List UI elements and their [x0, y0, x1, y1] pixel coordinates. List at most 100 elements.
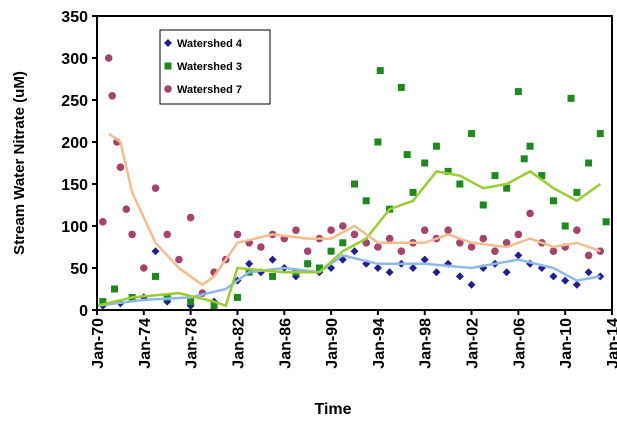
point — [385, 234, 394, 243]
point — [140, 264, 148, 272]
point — [573, 226, 581, 234]
point — [421, 159, 429, 167]
point — [304, 260, 312, 268]
point — [245, 259, 254, 268]
point — [467, 243, 476, 251]
point — [456, 180, 464, 188]
point — [373, 264, 382, 272]
point — [420, 255, 429, 264]
legend-box — [159, 29, 271, 105]
point — [338, 222, 347, 230]
point — [339, 239, 347, 247]
point — [292, 226, 300, 234]
point — [444, 167, 452, 175]
legend-label: Watershed 3 — [177, 61, 242, 73]
point — [479, 201, 487, 209]
point — [128, 230, 136, 239]
point — [327, 226, 335, 234]
point — [526, 209, 534, 218]
point — [455, 272, 464, 281]
x-tick-label: Jan-94 — [371, 318, 388, 369]
y-tick-label: 200 — [61, 135, 88, 152]
point — [376, 67, 384, 75]
legend-marker — [164, 85, 172, 93]
point — [175, 255, 183, 264]
point — [491, 247, 499, 255]
y-axis-label: Stream Water Nitrate (uM) — [11, 71, 28, 255]
point — [151, 247, 160, 256]
trend-line — [96, 254, 601, 308]
point — [420, 226, 429, 234]
point — [432, 142, 440, 150]
point — [99, 218, 107, 226]
x-tick-label: Jan-82 — [230, 318, 247, 369]
point — [385, 268, 394, 277]
point — [374, 243, 382, 251]
point — [444, 226, 452, 234]
point — [362, 197, 370, 205]
trend-line — [96, 169, 602, 308]
legend-marker — [164, 39, 172, 47]
point — [432, 268, 441, 277]
point — [257, 243, 265, 251]
point — [163, 293, 171, 301]
y-tick-label: 50 — [70, 261, 88, 278]
legend-marker — [164, 62, 172, 70]
point — [573, 188, 581, 196]
plot-frame — [96, 15, 613, 311]
y-tick-label: 100 — [61, 219, 88, 236]
legend-label: Watershed 4 — [177, 38, 243, 50]
point — [561, 222, 569, 230]
point — [327, 247, 335, 255]
point — [111, 285, 119, 293]
legend-label: Watershed 7 — [177, 84, 242, 96]
point — [397, 247, 406, 255]
point — [233, 293, 241, 301]
y-tick-label: 350 — [61, 9, 88, 26]
x-tick-label: Jan-98 — [418, 318, 435, 369]
x-tick-label: Jan-74 — [137, 318, 154, 369]
x-tick-label: Jan-10 — [558, 318, 575, 369]
point — [99, 298, 107, 306]
x-tick-label: Jan-06 — [511, 318, 528, 369]
point — [104, 54, 113, 62]
y-tick-label: 150 — [61, 177, 88, 194]
y-tick-label: 250 — [61, 93, 88, 110]
point — [584, 251, 593, 260]
point — [122, 205, 131, 213]
point — [151, 184, 160, 192]
point — [186, 213, 195, 222]
point — [549, 272, 558, 281]
point — [268, 255, 277, 264]
point — [585, 159, 593, 167]
point — [116, 163, 125, 171]
point — [502, 239, 511, 247]
y-tick-label: 300 — [61, 51, 88, 68]
x-tick-label: Jan-86 — [277, 318, 294, 369]
point — [520, 155, 528, 163]
point — [549, 197, 557, 205]
point — [584, 268, 593, 277]
point — [567, 94, 575, 102]
point — [350, 247, 359, 256]
point — [572, 280, 581, 289]
point — [351, 180, 358, 188]
point — [456, 239, 464, 247]
point — [233, 230, 242, 239]
point — [596, 130, 604, 138]
x-tick-label: Jan-70 — [90, 318, 107, 369]
x-tick-label: Jan-78 — [184, 318, 201, 369]
x-tick-label: Jan-02 — [465, 318, 482, 369]
point — [467, 280, 476, 289]
point — [350, 230, 359, 239]
point — [503, 184, 511, 192]
trend-line — [107, 132, 601, 287]
point — [269, 272, 277, 280]
point — [163, 230, 172, 239]
point — [397, 83, 405, 91]
x-tick-label: Jan-14 — [605, 318, 617, 369]
point — [468, 130, 476, 138]
point — [561, 276, 570, 285]
y-tick-label: 0 — [79, 303, 88, 320]
